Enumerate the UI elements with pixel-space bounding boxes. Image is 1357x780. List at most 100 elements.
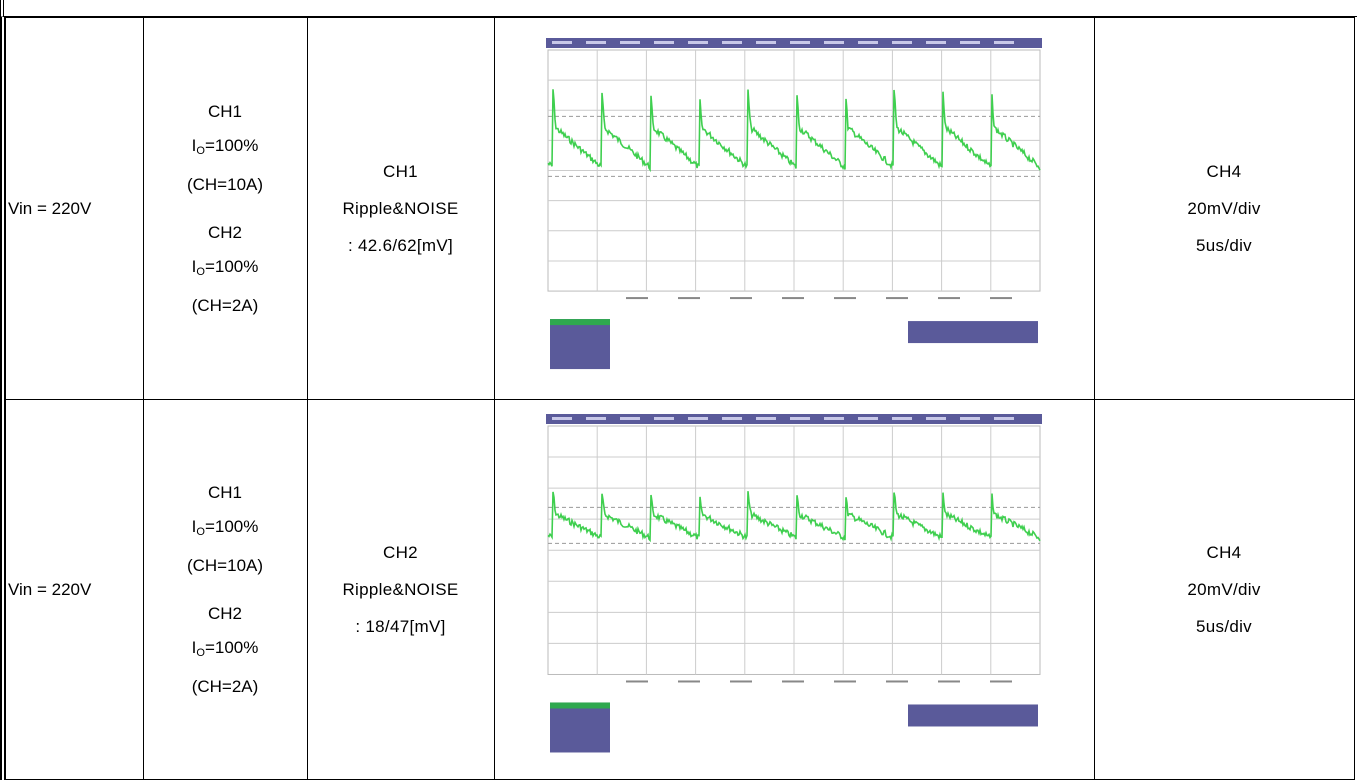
scale-line: 5us/div (1095, 227, 1354, 264)
scale-line: CH4 (1095, 534, 1354, 571)
output-current: IO=100% (144, 631, 307, 670)
condition-cell: Vin = 220V (3, 400, 143, 780)
waveform-cell (494, 400, 1094, 780)
menu-item (858, 417, 878, 420)
waveform-cell (494, 18, 1094, 400)
page: Vin = 220VCH1IO=100%(CH=10A)CH2IO=100%(C… (0, 0, 1357, 780)
info-text (990, 297, 1012, 299)
menu-item (722, 417, 742, 420)
menu-item (994, 417, 1014, 420)
info-text (730, 297, 752, 299)
menu-item (824, 417, 844, 420)
menu-item (688, 417, 708, 420)
channel: CH2 (144, 597, 307, 631)
menu-item (620, 41, 640, 44)
oscilloscope-capture (546, 38, 1042, 380)
info-text (782, 297, 804, 299)
channel: CH1 (144, 95, 307, 129)
menu-item (654, 41, 674, 44)
measurement-line: Ripple&NOISE (308, 190, 494, 227)
scale-line: 20mV/div (1095, 190, 1354, 227)
top-border (0, 0, 1357, 17)
load-current: (CH=10A) (144, 168, 307, 202)
output-current: IO=100% (144, 510, 307, 549)
menu-item (552, 41, 572, 44)
io-subscript: O (196, 526, 205, 538)
info-text (938, 680, 960, 682)
menu-item (926, 417, 946, 420)
io-value: =100% (205, 638, 258, 657)
menu-item (756, 41, 776, 44)
channel: CH1 (144, 476, 307, 510)
info-panel (908, 321, 1038, 343)
io-value: =100% (205, 517, 258, 536)
output-current: IO=100% (144, 129, 307, 168)
info-text (938, 297, 960, 299)
info-text (834, 297, 856, 299)
menu-item (654, 417, 674, 420)
condition-cell: Vin = 220V (3, 18, 143, 400)
load-current: (CH=2A) (144, 289, 307, 323)
menu-item (756, 417, 776, 420)
info-panel (550, 702, 610, 752)
menu-item (892, 41, 912, 44)
measurement-line: : 18/47[mV] (308, 608, 494, 645)
io-value: =100% (205, 136, 258, 155)
menu-item (586, 417, 606, 420)
load-current: (CH=10A) (144, 549, 307, 583)
info-panel (550, 319, 610, 369)
measurement-line: CH1 (308, 153, 494, 190)
info-text (834, 680, 856, 682)
io-subscript: O (196, 145, 205, 157)
io-subscript: O (196, 266, 205, 278)
channel: CH2 (144, 216, 307, 250)
menu-item (892, 417, 912, 420)
io-value: =100% (205, 257, 258, 276)
load-current: (CH=2A) (144, 670, 307, 704)
io-subscript: O (196, 647, 205, 659)
menu-item (620, 417, 640, 420)
spacer (144, 583, 307, 597)
measurement-line: CH2 (308, 534, 494, 571)
menu-item (790, 417, 810, 420)
info-panel (908, 704, 1038, 726)
info-text (886, 680, 908, 682)
menu-item (926, 41, 946, 44)
menu-item (994, 41, 1014, 44)
menu-item (722, 41, 742, 44)
info-panel (550, 319, 610, 325)
menu-item (790, 41, 810, 44)
menu-item (824, 41, 844, 44)
info-text (678, 297, 700, 299)
scale-line: CH4 (1095, 153, 1354, 190)
scale-line: 5us/div (1095, 608, 1354, 645)
menu-item (688, 41, 708, 44)
scale-line: 20mV/div (1095, 571, 1354, 608)
info-text (678, 680, 700, 682)
info-panel (550, 702, 610, 708)
info-text (990, 680, 1012, 682)
menu-item (960, 417, 980, 420)
measurement-line: Ripple&NOISE (308, 571, 494, 608)
menu-item (960, 41, 980, 44)
info-text (782, 680, 804, 682)
menu-item (586, 41, 606, 44)
menu-item (552, 417, 572, 420)
info-text (730, 680, 752, 682)
spacer (144, 202, 307, 216)
menu-item (858, 41, 878, 44)
oscilloscope-capture (546, 414, 1042, 766)
info-text (626, 680, 648, 682)
measurement-line: : 42.6/62[mV] (308, 227, 494, 264)
info-text (886, 297, 908, 299)
